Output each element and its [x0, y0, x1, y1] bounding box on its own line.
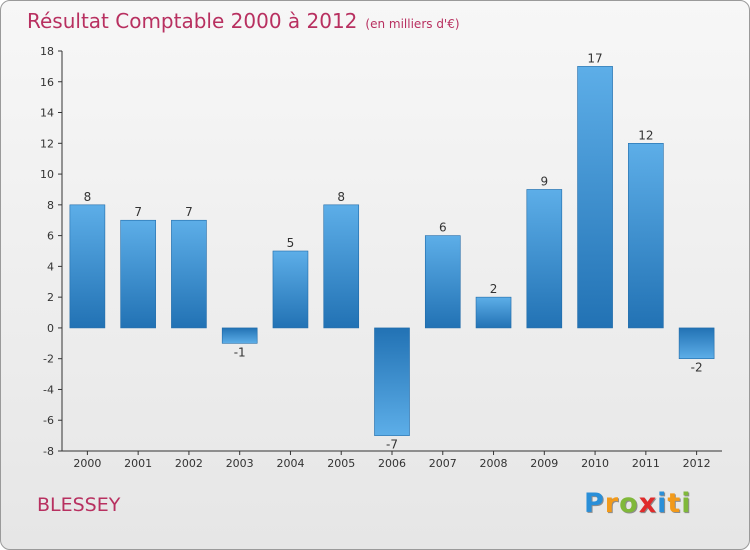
y-tick-label: -8 [43, 445, 54, 458]
data-label: 2 [490, 282, 498, 296]
data-label: 7 [185, 205, 193, 219]
x-tick-label: 2002 [175, 457, 203, 470]
logo-letter: P [584, 488, 605, 519]
bar [171, 219, 207, 329]
data-label: -2 [691, 361, 703, 375]
x-tick-label: 2005 [327, 457, 355, 470]
bar [272, 250, 309, 329]
logo-letter: x [638, 488, 658, 519]
bar [577, 66, 613, 329]
proxiti-logo: Proxiti [584, 488, 692, 519]
logo-letter: i [681, 488, 692, 519]
x-tick-label: 2008 [480, 457, 508, 470]
y-tick-label: 18 [40, 45, 54, 58]
y-tick-label: -6 [43, 414, 54, 427]
data-label: 9 [540, 174, 548, 188]
bar [69, 204, 106, 329]
bar [120, 219, 156, 329]
x-tick-label: 2001 [124, 457, 152, 470]
y-tick-label: 2 [47, 291, 54, 304]
data-label: 8 [337, 190, 345, 204]
commune-name: BLESSEY [37, 494, 121, 516]
x-tick-label: 2011 [632, 457, 660, 470]
x-tick-label: 2006 [378, 457, 406, 470]
x-tick-label: 2004 [276, 457, 304, 470]
logo-letter: o [619, 488, 639, 519]
chart-title: Résultat Comptable 2000 à 2012 (en millie… [27, 9, 460, 33]
y-tick-label: 4 [47, 260, 54, 273]
y-tick-label: 10 [40, 168, 54, 181]
bar [424, 235, 461, 329]
x-tick-label: 2012 [683, 457, 711, 470]
chart-title-text: Résultat Comptable 2000 à 2012 [27, 9, 358, 33]
y-tick-label: -4 [43, 383, 54, 396]
data-label: 8 [84, 190, 92, 204]
y-tick-label: 0 [47, 322, 54, 335]
y-tick-label: 16 [40, 76, 54, 89]
bar [221, 327, 258, 344]
bar [526, 189, 563, 329]
data-label: -1 [234, 345, 246, 359]
y-tick-label: 8 [47, 199, 54, 212]
y-tick-label: -2 [43, 353, 54, 366]
y-tick-label: 6 [47, 230, 54, 243]
x-tick-label: 2007 [429, 457, 457, 470]
data-label: -7 [386, 438, 398, 452]
x-tick-label: 2009 [530, 457, 558, 470]
x-tick-label: 2003 [226, 457, 254, 470]
logo-letter: i [657, 488, 668, 519]
y-tick-label: 12 [40, 137, 54, 150]
data-label: 7 [134, 205, 142, 219]
data-label: 12 [638, 128, 653, 142]
bar [374, 327, 410, 436]
bar [475, 296, 512, 329]
chart-subtitle: (en milliers d'€) [365, 17, 460, 31]
data-label: 17 [587, 51, 602, 65]
bar [323, 204, 360, 329]
y-tick-label: 14 [40, 107, 54, 120]
bar [678, 327, 715, 359]
logo-letter: t [667, 488, 682, 519]
logo-letter: r [604, 488, 620, 519]
x-tick-label: 2010 [581, 457, 609, 470]
bar [628, 143, 664, 329]
data-label: 5 [287, 236, 295, 250]
x-tick-label: 2000 [73, 457, 101, 470]
data-label: 6 [439, 221, 447, 235]
